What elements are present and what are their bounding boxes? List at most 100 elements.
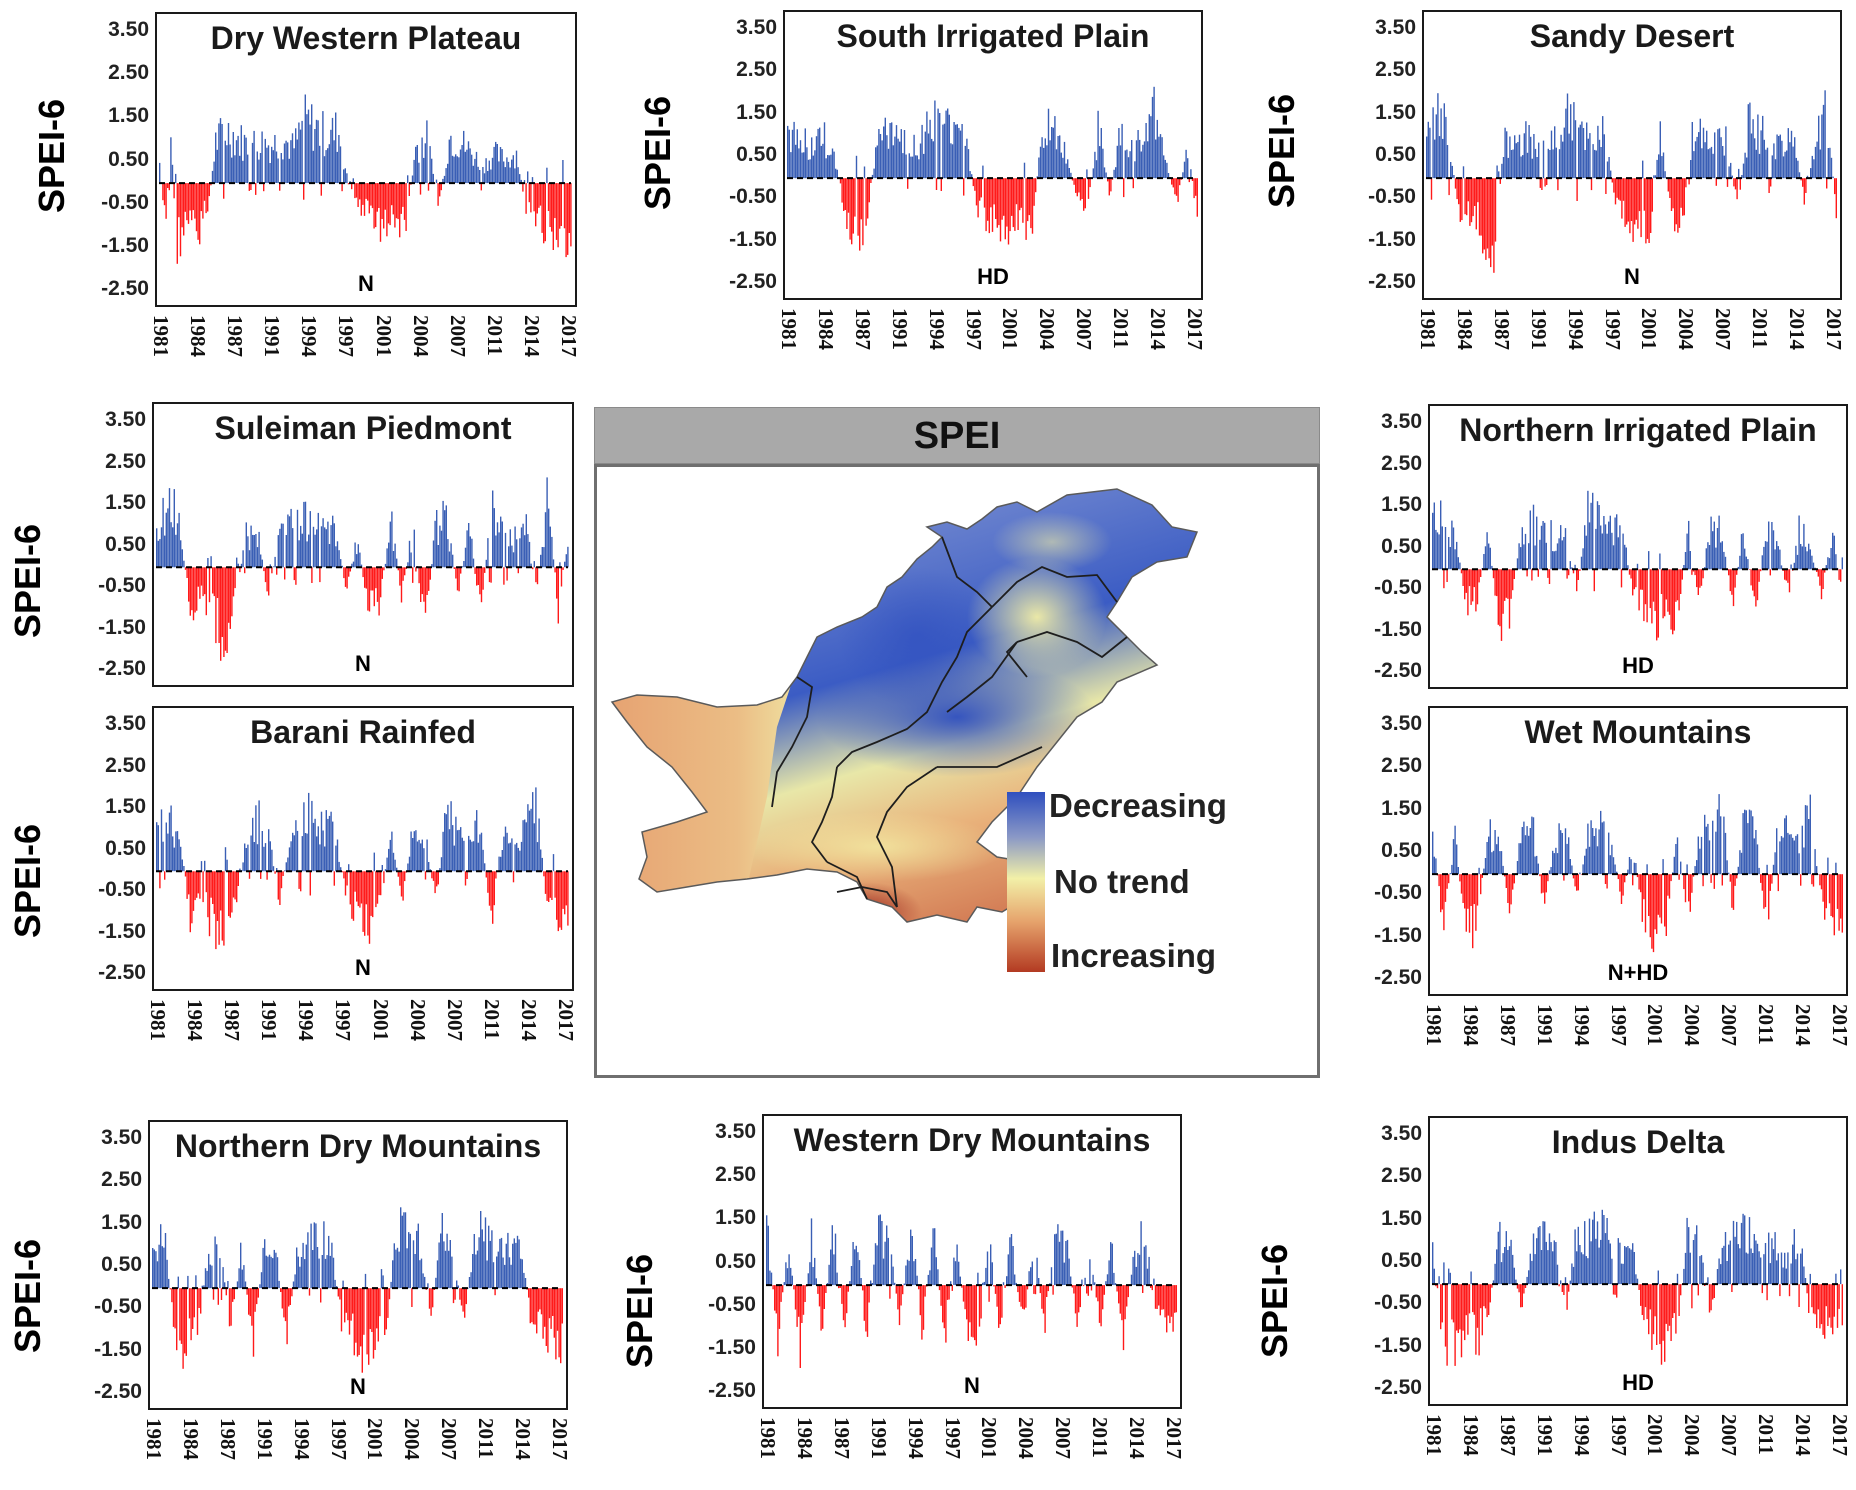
spei-bar bbox=[313, 1222, 315, 1289]
spei-bar bbox=[1074, 1285, 1077, 1314]
spei-bar bbox=[846, 1285, 848, 1314]
spei-bar bbox=[1175, 1285, 1177, 1313]
spei-bar bbox=[348, 567, 350, 577]
spei-bar bbox=[819, 127, 821, 179]
spei-bar bbox=[1688, 1227, 1690, 1285]
spei-bar bbox=[1491, 1284, 1493, 1288]
spei-bar bbox=[346, 871, 348, 886]
spei-bar bbox=[511, 838, 513, 872]
spei-bar bbox=[539, 1288, 541, 1310]
spei-bar bbox=[1702, 127, 1705, 179]
spei-bar bbox=[397, 567, 399, 571]
spei-bar bbox=[292, 832, 294, 872]
spei-bar bbox=[219, 118, 222, 184]
spei-bar bbox=[1664, 171, 1666, 179]
spei-bar bbox=[331, 117, 334, 184]
spei-bar bbox=[531, 177, 534, 184]
spei-bar bbox=[1103, 1285, 1105, 1295]
spei-bar bbox=[170, 137, 172, 183]
spei-bar bbox=[1794, 137, 1796, 179]
spei-bar bbox=[459, 1288, 461, 1300]
spei-bar bbox=[347, 1288, 349, 1321]
spei-bar bbox=[868, 178, 870, 203]
spei-bar bbox=[159, 539, 161, 568]
spei-bar bbox=[490, 169, 492, 184]
spei-bar bbox=[1020, 1285, 1022, 1307]
spei-bar bbox=[232, 567, 235, 597]
spei-bar bbox=[383, 567, 385, 571]
spei-bar bbox=[477, 842, 479, 872]
spei-bar bbox=[906, 1259, 909, 1285]
spei-bar bbox=[1542, 140, 1545, 179]
spei-bar bbox=[1628, 857, 1631, 875]
spei-bar bbox=[1177, 178, 1179, 202]
spei-bar bbox=[472, 165, 474, 184]
spei-bar bbox=[523, 1272, 525, 1289]
spei-bar bbox=[1760, 1257, 1762, 1285]
spei-bar bbox=[1750, 133, 1753, 179]
spei-bar bbox=[1649, 1284, 1651, 1310]
spei-bar bbox=[1715, 547, 1717, 570]
spei-bar bbox=[1760, 874, 1762, 883]
spei-bar bbox=[476, 810, 478, 872]
spei-bar bbox=[1569, 561, 1571, 570]
spei-bar bbox=[1827, 148, 1829, 179]
x-tick-label: 2014 bbox=[1791, 1414, 1816, 1456]
spei-bar bbox=[237, 135, 239, 184]
spei-bar bbox=[1095, 160, 1098, 179]
spei-bar bbox=[1508, 874, 1511, 914]
spei-bar bbox=[155, 1251, 157, 1289]
spei-bar bbox=[1107, 178, 1109, 182]
spei-bar bbox=[461, 145, 463, 184]
spei-bar bbox=[307, 1232, 309, 1289]
spei-bar bbox=[1508, 569, 1511, 629]
spei-bar bbox=[1531, 816, 1533, 875]
spei-bar bbox=[862, 1285, 864, 1291]
spei-bar bbox=[380, 871, 382, 896]
spei-bar bbox=[1822, 1284, 1824, 1335]
spei-bar bbox=[341, 183, 343, 192]
spei-bar bbox=[1545, 542, 1547, 570]
spei-bar bbox=[375, 567, 377, 589]
spei-bar bbox=[1604, 1233, 1607, 1285]
spei-bar bbox=[189, 183, 191, 211]
spei-bar bbox=[1573, 102, 1575, 179]
spei-bar bbox=[1433, 502, 1435, 570]
spei-bar bbox=[1580, 874, 1583, 875]
spei-bar bbox=[382, 1275, 384, 1289]
spei-bar bbox=[467, 141, 470, 184]
spei-bar bbox=[175, 831, 177, 872]
spei-bar bbox=[453, 156, 455, 184]
spei-bar bbox=[1124, 150, 1126, 179]
spei-bar bbox=[1632, 1243, 1634, 1285]
spei-bar bbox=[1140, 151, 1142, 179]
spei-bar bbox=[1736, 1221, 1738, 1285]
spei-bar bbox=[308, 1288, 311, 1296]
spei-bar bbox=[431, 871, 433, 879]
spei-bar bbox=[256, 151, 258, 184]
spei-bar bbox=[1665, 1284, 1667, 1324]
spei-bar bbox=[1697, 569, 1699, 595]
spei-bar bbox=[1523, 544, 1525, 570]
spei-bar bbox=[431, 564, 433, 568]
spei-bar bbox=[1651, 569, 1653, 624]
spei-bar bbox=[204, 567, 206, 595]
spei-bar bbox=[1082, 1285, 1085, 1287]
trend-annotation: N+HD bbox=[1607, 960, 1669, 985]
spei-bar bbox=[1689, 874, 1691, 912]
spei-bar bbox=[934, 1228, 936, 1286]
y-tick-label: 3.50 bbox=[736, 16, 777, 39]
spei-bar bbox=[1729, 874, 1731, 882]
spei-bar bbox=[278, 1280, 280, 1289]
spei-bar bbox=[424, 567, 427, 613]
x-tick-label: 1984 bbox=[178, 1418, 203, 1460]
spei-bar bbox=[1670, 178, 1673, 211]
spei-bar bbox=[312, 526, 315, 568]
spei-bar bbox=[1472, 1284, 1474, 1313]
spei-bar bbox=[1480, 874, 1482, 895]
spei-bar bbox=[1492, 569, 1495, 579]
spei-bar bbox=[1071, 178, 1074, 181]
spei-bar bbox=[1723, 816, 1725, 875]
spei-bar bbox=[1578, 127, 1580, 179]
spei-bar bbox=[1793, 562, 1795, 570]
